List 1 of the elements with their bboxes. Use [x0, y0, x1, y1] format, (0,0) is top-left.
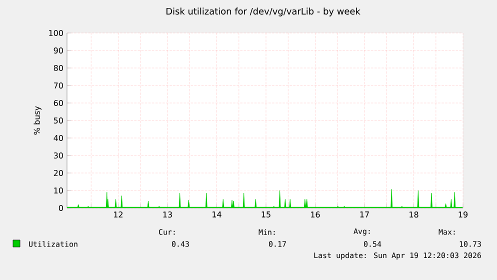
chart-title: Disk utilization for /dev/vg/varLib - by week [166, 8, 360, 16]
